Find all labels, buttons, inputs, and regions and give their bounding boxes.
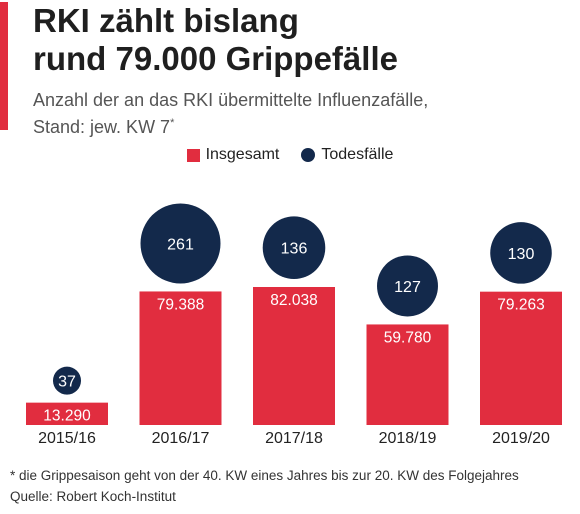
- bar-value-label: 79.388: [157, 296, 204, 313]
- footnote: * die Grippesaison geht von der 40. KW e…: [10, 468, 519, 483]
- chart-subtitle-line-1: Anzahl der an das RKI übermittelte Influ…: [33, 90, 429, 110]
- deaths-value-label: 261: [167, 236, 194, 253]
- x-axis-tick-label: 2015/16: [38, 430, 96, 447]
- deaths-value-label: 37: [58, 374, 76, 391]
- x-axis-tick-label: 2017/18: [265, 430, 323, 447]
- bar-value-label: 82.038: [270, 292, 317, 309]
- bar-total-2017/18: [253, 287, 335, 425]
- legend-item-deaths: Todesfälle: [301, 146, 393, 164]
- x-axis-tick-label: 2018/19: [379, 430, 437, 447]
- bar-total-2019/20: [480, 291, 562, 425]
- accent-bar: [0, 2, 8, 130]
- x-axis-tick-label: 2019/20: [492, 430, 550, 447]
- deaths-value-label: 136: [281, 241, 308, 258]
- deaths-circle-2015/16: [53, 366, 81, 395]
- legend-swatch-total: [186, 148, 200, 162]
- bar-total-2016/17: [139, 291, 222, 425]
- deaths-circle-2019/20: [490, 222, 552, 284]
- deaths-value-label: 127: [394, 279, 421, 296]
- chart-title-line-2: rund 79.000 Grippefälle: [33, 40, 398, 77]
- legend-label-total: Insgesamt: [205, 146, 280, 163]
- legend: Insgesamt Todesfälle: [0, 146, 580, 164]
- chart-subtitle-footnote-marker: *: [170, 117, 175, 129]
- deaths-circle-2018/19: [377, 255, 438, 317]
- bar-total-2018/19: [366, 324, 449, 425]
- chart-subtitle-line-2: Stand: jew. KW 7: [33, 117, 171, 137]
- deaths-circle-2017/18: [262, 216, 326, 279]
- source-note: Quelle: Robert Koch-Institut: [10, 489, 176, 504]
- bar-value-label: 79.263: [497, 297, 544, 314]
- chart-subtitle: Anzahl der an das RKI übermittelte Influ…: [33, 89, 573, 139]
- chart-title: RKI zählt bislang rund 79.000 Grippefäll…: [33, 2, 573, 78]
- legend-swatch-deaths: [301, 148, 316, 162]
- chart-title-line-1: RKI zählt bislang: [33, 2, 299, 39]
- x-axis-tick-label: 2016/17: [152, 430, 210, 447]
- bar-total-2015/16: [26, 402, 108, 425]
- legend-label-deaths: Todesfälle: [321, 146, 394, 163]
- bar-value-label: 13.290: [43, 408, 91, 425]
- bar-value-label: 59.780: [384, 329, 432, 346]
- deaths-circle-2016/17: [140, 203, 221, 284]
- deaths-value-label: 130: [508, 246, 535, 263]
- legend-item-total: Insgesamt: [186, 146, 280, 164]
